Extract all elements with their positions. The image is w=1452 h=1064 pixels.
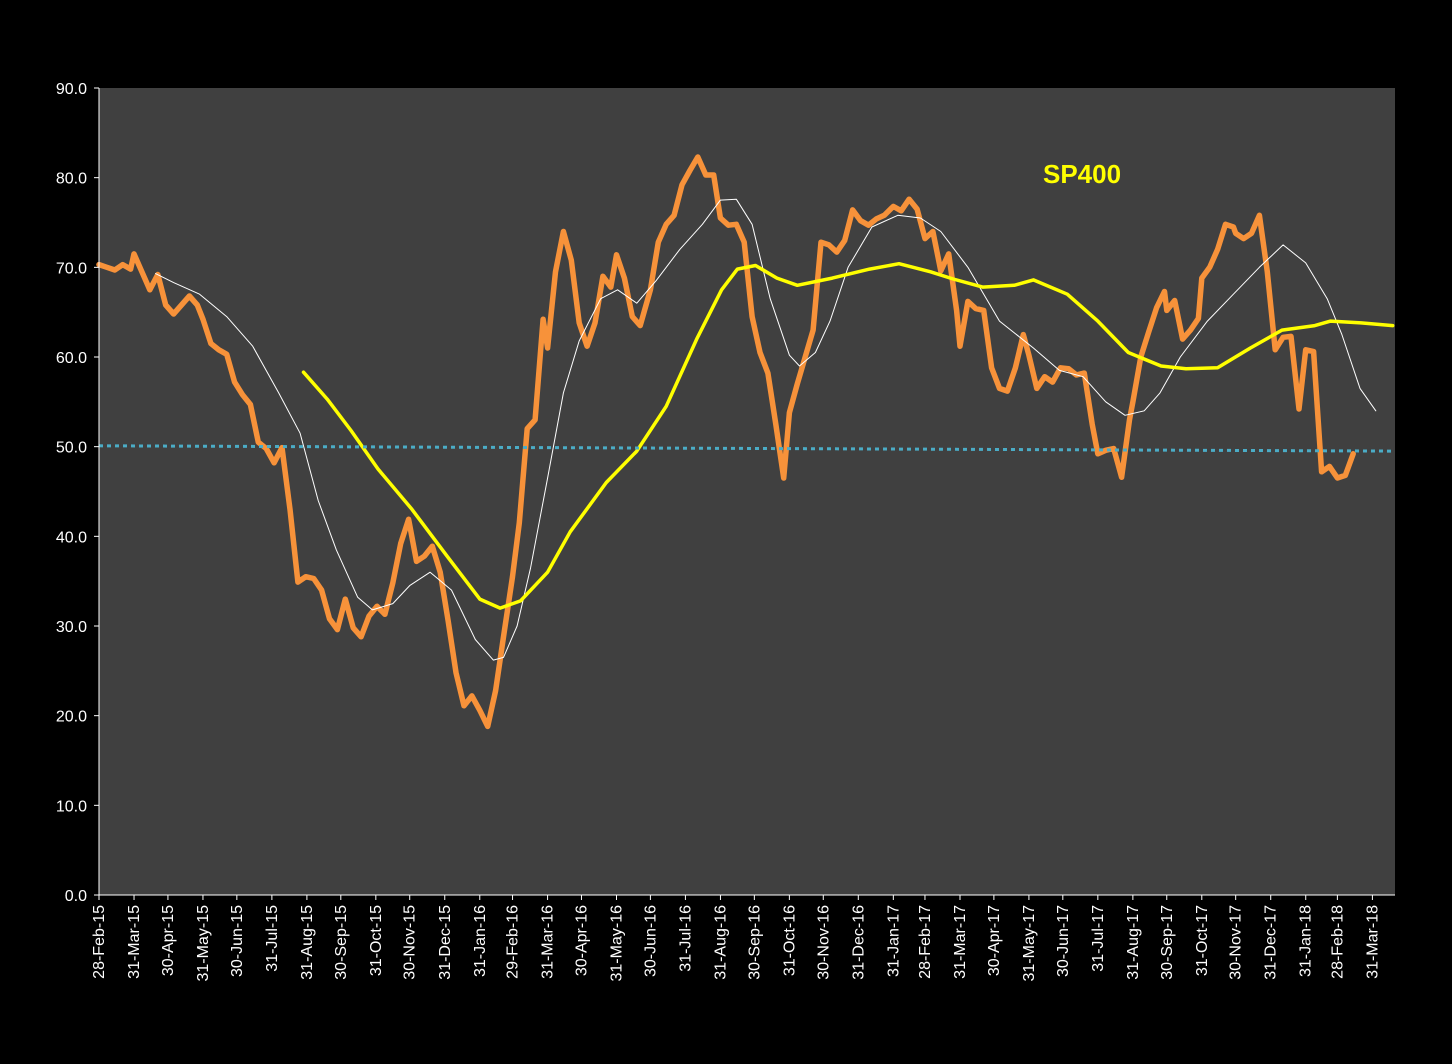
x-tick-label: 31-Mar-18 [1364, 905, 1381, 979]
x-tick-label: 31-Jul-15 [264, 905, 281, 972]
y-tick-label: 60.0 [56, 350, 87, 367]
x-tick-label: 31-Jul-17 [1090, 905, 1107, 972]
series-line-orange [96, 154, 1356, 730]
y-tick-label: 80.0 [56, 171, 87, 188]
x-tick-label: 31-Oct-17 [1194, 905, 1211, 976]
x-tick-label: 30-Jun-17 [1055, 905, 1072, 977]
x-tick-label: 30-Nov-15 [402, 905, 419, 980]
x-tick-label: 31-Dec-17 [1263, 905, 1280, 980]
x-tick-label: 31-Mar-16 [540, 905, 557, 979]
x-tick-label: 30-Jun-15 [229, 905, 246, 977]
x-tick-label: 30-Sep-16 [746, 905, 763, 980]
y-tick-label: 70.0 [56, 260, 87, 277]
series-line-yellow [301, 261, 1395, 610]
x-tick-label: 30-Jun-16 [642, 905, 659, 977]
y-tick-label: 40.0 [56, 529, 87, 546]
x-tick-label: 31-Jul-16 [677, 905, 694, 972]
x-tick-label: 30-Nov-16 [815, 905, 832, 980]
x-tick-label: 31-Jan-18 [1298, 905, 1315, 977]
x-tick-label: 31-Mar-17 [952, 905, 969, 979]
x-tick-label: 30-Apr-15 [160, 905, 177, 976]
x-tick-label: 31-May-15 [195, 905, 212, 982]
x-tick-label: 31-Aug-17 [1125, 905, 1142, 980]
x-tick-label: 29-Feb-16 [505, 905, 522, 979]
chart-title: SP400 [1043, 159, 1121, 189]
y-tick-label: 90.0 [56, 81, 87, 98]
x-tick-label: 28-Feb-17 [917, 905, 934, 979]
reference-line-50 [98, 444, 1396, 453]
x-tick-label: 28-Feb-18 [1329, 905, 1346, 979]
x-tick-label: 30-Sep-17 [1159, 905, 1176, 980]
x-tick-label: 31-Dec-15 [437, 905, 454, 980]
x-tick-label: 31-Oct-16 [781, 905, 798, 976]
series-layer [96, 154, 1396, 730]
y-tick-label: 30.0 [56, 619, 87, 636]
x-tick-label: 31-Aug-15 [299, 905, 316, 980]
y-tick-label: 20.0 [56, 709, 87, 726]
x-tick-label: 31-Mar-15 [126, 905, 143, 979]
y-tick-label: 50.0 [56, 440, 87, 457]
x-tick-label: 31-Jan-16 [472, 905, 489, 977]
x-tick-label: 31-Dec-16 [850, 905, 867, 980]
x-tick-label: 30-Sep-15 [333, 905, 350, 980]
x-tick-label: 31-May-17 [1021, 905, 1038, 982]
x-tick-label: 31-Jan-17 [885, 905, 902, 977]
y-tick-label: 0.0 [65, 888, 87, 905]
x-tick-label: 30-Apr-16 [574, 905, 591, 976]
x-tick-label: 30-Nov-17 [1228, 905, 1245, 980]
plot-area [99, 88, 1395, 895]
x-tick-label: 31-May-16 [609, 905, 626, 982]
series-line-white [155, 198, 1377, 661]
x-tick-label: 28-Feb-15 [91, 905, 108, 979]
y-tick-layer: 0.0 10.0 20.0 30.0 40.0 50.0 60.0 70.0 80.0 90.0 [56, 81, 99, 905]
axes-layer [98, 88, 1395, 896]
x-tick-label: 30-Apr-17 [986, 905, 1003, 976]
x-tick-layer: 28-Feb-15 31-Mar-15 30-Apr-15 31-May-15 30-J… [91, 895, 1381, 981]
y-tick-label: 10.0 [56, 798, 87, 815]
x-tick-label: 31-Oct-15 [368, 905, 385, 976]
x-tick-label: 31-Aug-16 [712, 905, 729, 980]
